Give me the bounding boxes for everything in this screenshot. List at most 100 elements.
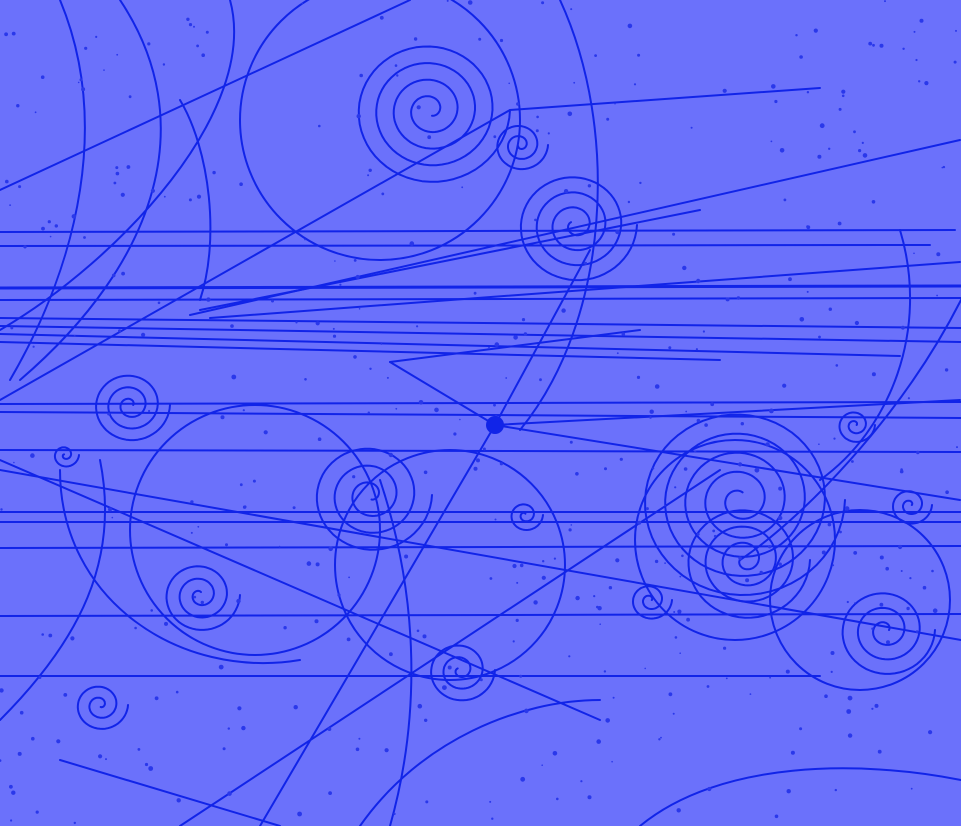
bubble-speck (858, 149, 862, 153)
bubble-speck (239, 182, 243, 186)
bubble-speck (942, 165, 946, 169)
bubble-speck (636, 375, 641, 379)
beam-track (0, 545, 961, 549)
bubble-speck (596, 739, 601, 744)
bubble-speck (695, 348, 699, 351)
bubble-speck (243, 505, 247, 509)
bubble-speck (664, 504, 666, 507)
bubble-speck (148, 766, 154, 771)
bubble-speck (81, 87, 86, 92)
bubble-speck (193, 595, 197, 599)
bubble-speck (918, 80, 921, 83)
bubble-speck (512, 640, 515, 643)
bubble-speck (556, 797, 559, 801)
bubble-speck (694, 450, 697, 453)
bubble-speck (569, 440, 573, 444)
bubble-speck (637, 53, 641, 57)
beam-track (0, 244, 931, 247)
bubble-speck (111, 273, 116, 278)
bubble-speck (830, 651, 835, 655)
bubble-speck (13, 461, 15, 464)
interaction-vertex (486, 416, 504, 434)
bubble-speck (197, 525, 200, 528)
bubble-speck (230, 324, 234, 328)
bubble-speck (126, 165, 131, 169)
bubble-speck (919, 18, 924, 23)
bubble-speck (416, 105, 421, 110)
bubble-speck (306, 561, 312, 566)
bubble-speck (909, 577, 912, 580)
bubble-speck (861, 141, 864, 144)
bubble-speck (353, 259, 357, 262)
bubble-speck (367, 411, 370, 414)
bubble-speck (252, 479, 256, 483)
bubble-speck (862, 153, 868, 158)
bubble-speck (236, 598, 241, 604)
bubble-speck (278, 545, 281, 548)
beam-track (0, 401, 961, 405)
bubble-speck (786, 789, 791, 794)
bubble-speck (467, 0, 473, 5)
bubble-speck (40, 75, 45, 79)
bubble-speck (885, 566, 889, 571)
spiral-track (95, 374, 171, 442)
bubble-speck (587, 184, 592, 188)
bubble-speck (749, 693, 752, 695)
bubble-speck (668, 346, 672, 350)
bubble-speck (702, 330, 706, 333)
bubble-speck (105, 758, 107, 761)
bubble-speck (580, 780, 583, 783)
bubble-speck (283, 626, 287, 630)
bubble-speck (769, 408, 774, 414)
bubble-speck (539, 378, 542, 382)
bubble-speck (63, 693, 68, 697)
bubble-speck (30, 453, 35, 458)
bubble-speck (597, 606, 602, 611)
bubble-speck (910, 787, 913, 790)
bubble-speck (328, 546, 334, 552)
bubble-speck (799, 317, 805, 322)
bubble-speck (817, 154, 822, 159)
bubble-speck (16, 104, 20, 108)
bubble-speck (806, 225, 811, 230)
bubble-speck (898, 544, 903, 550)
bubble-speck (945, 490, 949, 495)
bubble-speck (41, 226, 45, 231)
bubble-speck (134, 626, 137, 630)
bubble-speck (487, 347, 491, 350)
bubble-speck (872, 43, 875, 47)
bubble-speck (425, 800, 429, 804)
bubble-speck (327, 727, 332, 731)
bubble-speck (73, 335, 76, 337)
bubble-speck (315, 562, 320, 567)
bubble-speck (11, 31, 16, 36)
arc-track (639, 767, 961, 826)
bubble-speck (542, 560, 545, 563)
bubble-speck (806, 290, 809, 293)
bubble-speck (563, 189, 569, 194)
bubble-speck (599, 623, 601, 625)
bubble-speck (494, 342, 500, 347)
bubble-speck (18, 185, 22, 189)
bubble-speck (491, 817, 494, 820)
bubble-speck (379, 15, 384, 20)
arc-track (179, 99, 212, 301)
bubble-speck (358, 737, 361, 740)
bubble-speck (512, 563, 517, 569)
bubble-speck (723, 646, 727, 650)
spiral-track (510, 503, 544, 531)
spiral-track (841, 592, 936, 675)
bubble-speck (936, 294, 938, 297)
bubble-speck (839, 530, 842, 534)
bubble-speck (902, 47, 905, 50)
bubble-speck (553, 557, 557, 560)
bubble-speck (427, 135, 432, 140)
bubble-speck (827, 522, 832, 527)
bubble-speck (790, 750, 795, 755)
bubble-speck (736, 296, 741, 300)
bubble-speck (17, 751, 22, 756)
bubble-speck (837, 221, 842, 226)
bubble-speck (824, 694, 828, 698)
bubble-speck (521, 318, 526, 322)
